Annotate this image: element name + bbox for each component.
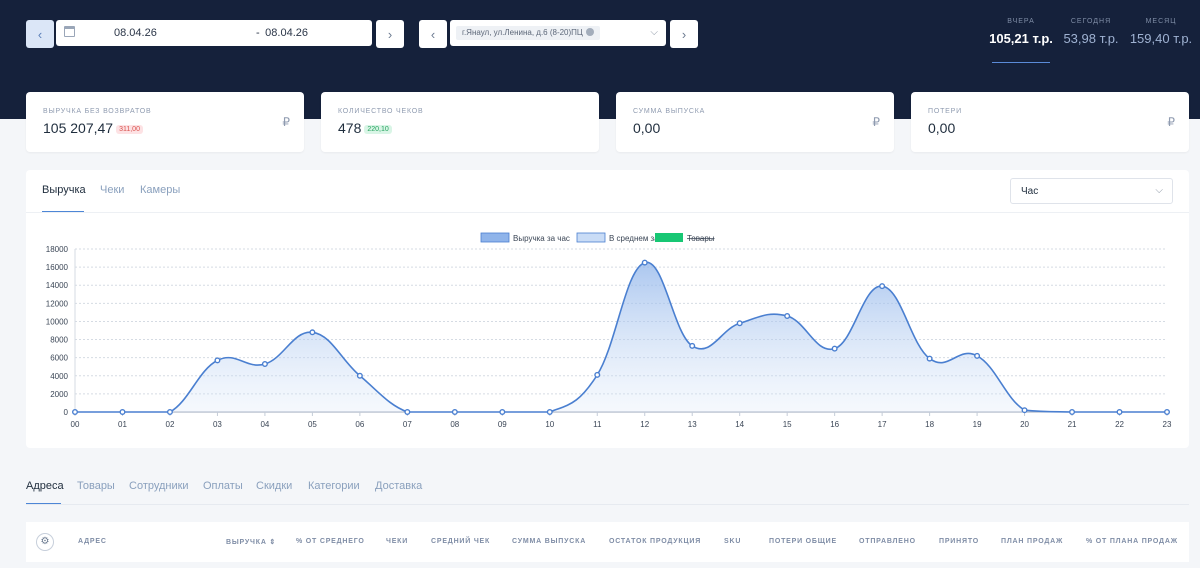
shop-select[interactable]: г.Янаул, ул.Ленина, д.6 (8-20)ПЦ ⌵ [450, 20, 666, 46]
chevron-right-icon: › [681, 26, 687, 42]
stat-month[interactable]: МЕСЯЦ 159,40 т.р. [1128, 18, 1194, 46]
stat-label: СЕГОДНЯ [1070, 18, 1112, 25]
stat-value: 105,21 т.р. [989, 31, 1053, 46]
tab-delivery[interactable]: Доставка [375, 480, 423, 492]
next-date-button[interactable]: › [376, 20, 404, 48]
period-select[interactable]: Час ⌵ [1010, 178, 1173, 204]
date-from[interactable]: 08.04.26 [114, 27, 157, 39]
col-pct-of-avg[interactable]: % ОТ СРЕДНЕГО [296, 538, 365, 545]
ruble-icon: ₽ [1167, 115, 1175, 129]
col-checks[interactable]: ЧЕКИ [386, 538, 409, 545]
divider [26, 212, 1189, 213]
col-revenue[interactable]: ВЫРУЧКА ⇕ [226, 539, 277, 546]
tab-discounts[interactable]: Скидки [256, 480, 293, 492]
tab-payments[interactable]: Оплаты [203, 480, 243, 492]
table-header: ⚙ АДРЕС ВЫРУЧКА ⇕ % ОТ СРЕДНЕГО ЧЕКИ СРЕ… [26, 522, 1189, 562]
card-label: СУММА ВЫПУСКА [633, 108, 706, 115]
col-pct-of-plan[interactable]: % ОТ ПЛАНА ПРОДАЖ [1086, 538, 1178, 545]
date-separator: - [256, 27, 260, 39]
delta-badge: 220,10 [364, 125, 392, 134]
tab-categories[interactable]: Категории [308, 480, 360, 492]
card-value: 0,00 [928, 120, 956, 136]
stat-selected-indicator [992, 62, 1050, 63]
stat-label: ВЧЕРА [1007, 18, 1035, 25]
col-received[interactable]: ПРИНЯТО [939, 538, 979, 545]
card-value: 0,00 [633, 120, 661, 136]
chevron-left-icon: ‹ [37, 26, 43, 42]
calendar-icon [64, 26, 75, 37]
col-avg-check[interactable]: СРЕДНИЙ ЧЕК [431, 538, 491, 545]
stat-today[interactable]: СЕГОДНЯ 53,98 т.р. [1060, 18, 1122, 46]
col-stock[interactable]: ОСТАТОК ПРОДУКЦИЯ [609, 538, 702, 545]
card-label: ВЫРУЧКА БЕЗ ВОЗВРАТОВ [43, 108, 152, 115]
ruble-icon: ₽ [282, 115, 290, 129]
date-range-picker[interactable]: 08.04.26 - 08.04.26 [56, 20, 372, 46]
date-to[interactable]: 08.04.26 [265, 27, 308, 39]
stat-yesterday[interactable]: ВЧЕРА 105,21 т.р. [988, 18, 1054, 46]
tab-goods[interactable]: Товары [77, 480, 115, 492]
prev-shop-button[interactable]: ‹ [419, 20, 447, 48]
col-output-sum[interactable]: СУММА ВЫПУСКА [512, 538, 587, 545]
card-checks: КОЛИЧЕСТВО ЧЕКОВ 478 220,10 [321, 92, 599, 152]
chart-panel: Выручка Чеки Камеры Час ⌵ [26, 170, 1189, 448]
card-value-text: 105 207,47 [43, 120, 114, 136]
col-sent[interactable]: ОТПРАВЛЕНО [859, 538, 916, 545]
tab-revenue[interactable]: Выручка [42, 184, 86, 196]
col-sku[interactable]: SKU [724, 538, 742, 545]
shop-chip-label: г.Янаул, ул.Ленина, д.6 (8-20)ПЦ [462, 28, 583, 37]
period-select-value: Час [1021, 186, 1039, 197]
stat-label: МЕСЯЦ [1145, 18, 1177, 25]
card-value: 105 207,47 311,00 [43, 120, 143, 136]
chevron-left-icon: ‹ [430, 26, 436, 42]
tab-employees[interactable]: Сотрудники [129, 480, 189, 492]
shop-chip: г.Янаул, ул.Ленина, д.6 (8-20)ПЦ [456, 26, 600, 40]
card-value: 478 220,10 [338, 120, 392, 136]
card-value-text: 478 [338, 120, 362, 136]
chevron-down-icon: ⌵ [1155, 185, 1163, 196]
tab-cameras[interactable]: Камеры [140, 184, 181, 196]
stat-value: 53,98 т.р. [1063, 31, 1119, 46]
ruble-icon: ₽ [872, 115, 880, 129]
card-revenue: ВЫРУЧКА БЕЗ ВОЗВРАТОВ 105 207,47 311,00 ₽ [26, 92, 304, 152]
col-sales-plan[interactable]: ПЛАН ПРОДАЖ [1001, 538, 1064, 545]
next-shop-button[interactable]: › [670, 20, 698, 48]
tab-addresses[interactable]: Адреса [26, 480, 64, 492]
card-output: СУММА ВЫПУСКА 0,00 ₽ [616, 92, 894, 152]
stat-value: 159,40 т.р. [1129, 31, 1193, 46]
col-losses[interactable]: ПОТЕРИ ОБЩИЕ [769, 538, 837, 545]
col-address[interactable]: АДРЕС [78, 538, 107, 545]
divider [26, 504, 1189, 505]
remove-chip-icon[interactable] [585, 28, 594, 36]
chevron-down-icon: ⌵ [650, 27, 658, 38]
prev-date-button[interactable]: ‹ [26, 20, 54, 48]
tab-checks[interactable]: Чеки [100, 184, 125, 196]
card-losses: ПОТЕРИ 0,00 ₽ [911, 92, 1189, 152]
card-label: КОЛИЧЕСТВО ЧЕКОВ [338, 108, 424, 115]
chevron-right-icon: › [387, 26, 393, 42]
delta-badge: 311,00 [116, 125, 143, 134]
card-label: ПОТЕРИ [928, 108, 962, 115]
gear-icon[interactable]: ⚙ [36, 533, 54, 551]
